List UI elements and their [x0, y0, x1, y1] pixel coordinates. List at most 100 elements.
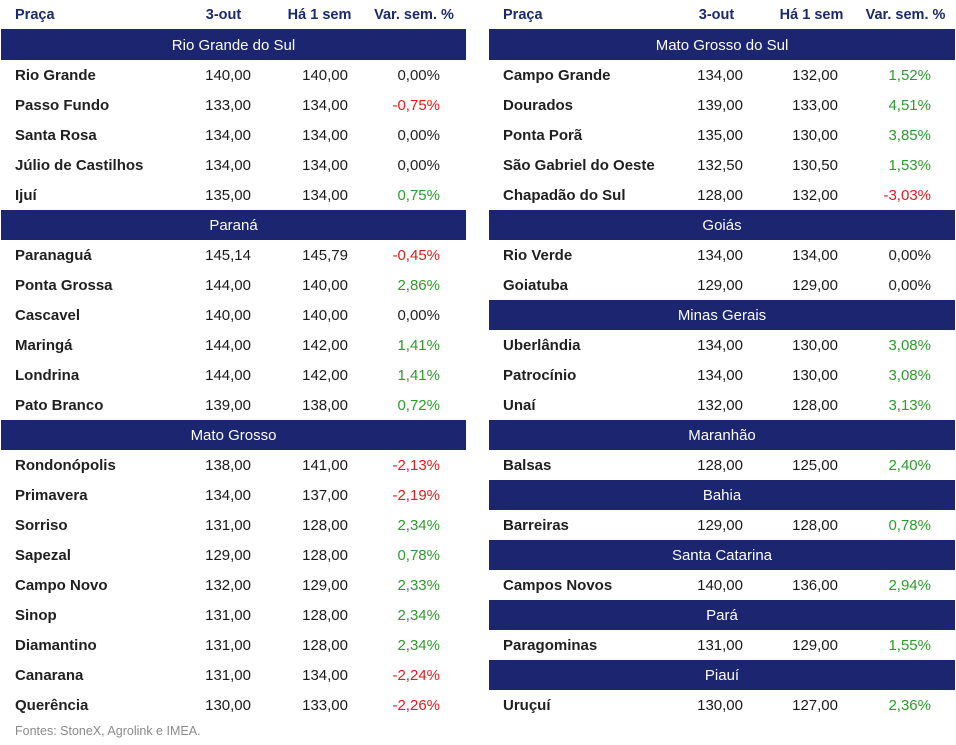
price-current: 130,00	[205, 696, 251, 714]
table-row: Pato Branco 139,00 138,00 0,72%	[1, 390, 466, 420]
weekly-change: -3,03%	[883, 186, 931, 204]
header-var: Var. sem. %	[865, 6, 946, 23]
weekly-change: 3,08%	[888, 336, 931, 354]
price-prev: 134,00	[302, 156, 348, 174]
price-prev: 128,00	[792, 396, 838, 414]
table-row: Sinop 131,00 128,00 2,34%	[1, 600, 466, 630]
price-prev: 128,00	[302, 606, 348, 624]
table-row: Goiatuba 129,00 129,00 0,00%	[489, 270, 955, 300]
table-row: Campos Novos 140,00 136,00 2,94%	[489, 570, 955, 600]
weekly-change: 3,08%	[888, 366, 931, 384]
price-current: 131,00	[205, 636, 251, 654]
weekly-change: 0,75%	[397, 186, 440, 204]
city-name: Santa Rosa	[15, 126, 97, 144]
table-row: Dourados 139,00 133,00 4,51%	[489, 90, 955, 120]
city-name: Patrocínio	[503, 366, 577, 384]
city-name: Sapezal	[15, 546, 71, 564]
price-current: 129,00	[205, 546, 251, 564]
price-prev: 128,00	[792, 516, 838, 534]
region-header: Minas Gerais	[489, 300, 955, 330]
weekly-change: 0,78%	[888, 516, 931, 534]
price-prev: 128,00	[302, 516, 348, 534]
header-var: Var. sem. %	[374, 6, 454, 23]
table-row: Rio Grande 140,00 140,00 0,00%	[1, 60, 466, 90]
city-name: Sorriso	[15, 516, 68, 534]
table-row: Maringá 144,00 142,00 1,41%	[1, 330, 466, 360]
region-header: Bahia	[489, 480, 955, 510]
price-prev: 134,00	[302, 126, 348, 144]
header-praca: Praça	[503, 6, 543, 23]
weekly-change: -0,75%	[392, 96, 440, 114]
price-current: 128,00	[697, 186, 743, 204]
city-name: Ponta Porã	[503, 126, 583, 144]
price-prev: 129,00	[792, 636, 838, 654]
price-prev: 133,00	[792, 96, 838, 114]
price-current: 140,00	[697, 576, 743, 594]
table-row: Uruçuí 130,00 127,00 2,36%	[489, 690, 955, 720]
table-header: Praça 3-out Há 1 sem Var. sem. %	[489, 0, 955, 30]
price-prev: 128,00	[302, 636, 348, 654]
price-current: 134,00	[205, 156, 251, 174]
header-current: 3-out	[698, 6, 735, 23]
price-prev: 130,00	[792, 336, 838, 354]
weekly-change: 0,00%	[397, 66, 440, 84]
city-name: Paragominas	[503, 636, 598, 654]
weekly-change: 1,52%	[888, 66, 931, 84]
table-row: São Gabriel do Oeste 132,50 130,50 1,53%	[489, 150, 955, 180]
weekly-change: 2,33%	[397, 576, 440, 594]
price-prev: 128,00	[302, 546, 348, 564]
city-name: Canarana	[15, 666, 84, 684]
weekly-change: -2,13%	[392, 456, 440, 474]
price-current: 134,00	[697, 66, 743, 84]
table-row: Unaí 132,00 128,00 3,13%	[489, 390, 955, 420]
header-current: 3-out	[205, 6, 242, 23]
header-praca: Praça	[15, 6, 55, 23]
city-name: Campo Grande	[503, 66, 611, 84]
region-header: Rio Grande do Sul	[1, 30, 466, 60]
table-row: Rio Verde 134,00 134,00 0,00%	[489, 240, 955, 270]
table-row: Londrina 144,00 142,00 1,41%	[1, 360, 466, 390]
region-header: Piauí	[489, 660, 955, 690]
city-name: Rio Verde	[503, 246, 573, 264]
price-current: 144,00	[205, 336, 251, 354]
weekly-change: 2,86%	[397, 276, 440, 294]
price-current: 132,00	[205, 576, 251, 594]
city-name: Barreiras	[503, 516, 569, 534]
city-name: Querência	[15, 696, 89, 714]
header-prev: Há 1 sem	[779, 6, 844, 23]
price-current: 140,00	[205, 66, 251, 84]
weekly-change: 2,34%	[397, 606, 440, 624]
price-current: 130,00	[697, 696, 743, 714]
weekly-change: 0,00%	[888, 276, 931, 294]
table-row: Querência 130,00 133,00 -2,26%	[1, 690, 466, 720]
price-current: 139,00	[697, 96, 743, 114]
price-current: 135,00	[205, 186, 251, 204]
city-name: Maringá	[15, 336, 73, 354]
weekly-change: 4,51%	[888, 96, 931, 114]
table-row: Paragominas 131,00 129,00 1,55%	[489, 630, 955, 660]
city-name: Pato Branco	[15, 396, 104, 414]
table-row: Barreiras 129,00 128,00 0,78%	[489, 510, 955, 540]
city-name: Campos Novos	[503, 576, 613, 594]
table-row: Paranaguá 145,14 145,79 -0,45%	[1, 240, 466, 270]
price-prev: 130,50	[792, 156, 838, 174]
weekly-change: 3,85%	[888, 126, 931, 144]
city-name: Unaí	[503, 396, 536, 414]
price-current: 134,00	[697, 366, 743, 384]
price-current: 145,14	[205, 246, 251, 264]
region-header: Mato Grosso	[1, 420, 466, 450]
price-prev: 130,00	[792, 126, 838, 144]
price-prev: 130,00	[792, 366, 838, 384]
price-current: 140,00	[205, 306, 251, 324]
price-current: 132,00	[697, 396, 743, 414]
weekly-change: 3,13%	[888, 396, 931, 414]
price-prev: 127,00	[792, 696, 838, 714]
price-current: 138,00	[205, 456, 251, 474]
price-prev: 140,00	[302, 66, 348, 84]
table-row: Patrocínio 134,00 130,00 3,08%	[489, 360, 955, 390]
price-current: 131,00	[205, 606, 251, 624]
price-prev: 141,00	[302, 456, 348, 474]
city-name: São Gabriel do Oeste	[503, 156, 655, 174]
table-row: Sorriso 131,00 128,00 2,34%	[1, 510, 466, 540]
table-row: Passo Fundo 133,00 134,00 -0,75%	[1, 90, 466, 120]
